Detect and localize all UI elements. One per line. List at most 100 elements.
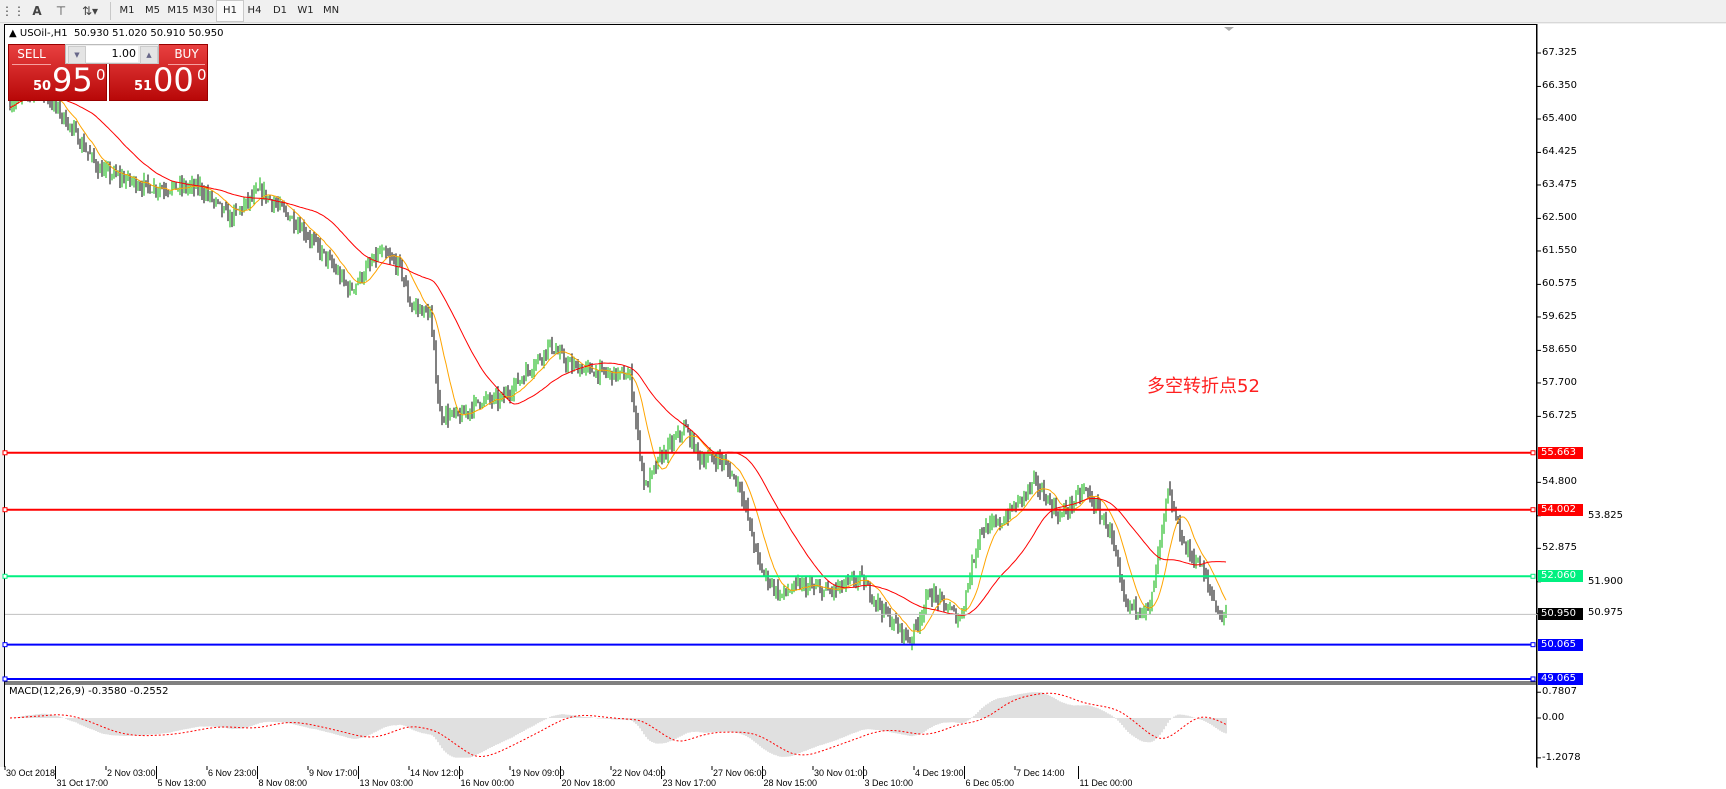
date-axis-label: 6 Dec 05:00: [965, 778, 1015, 788]
macd-title: MACD(12,26,9) -0.3580 -0.2552: [9, 686, 169, 697]
level-price-tag: 54.002: [1538, 503, 1583, 516]
level-handle: [2, 642, 8, 648]
date-axis-label: 30 Nov 01:00: [814, 768, 868, 778]
slow-moving-average: [9, 95, 1227, 616]
ohlc-values: 50.930 51.020 50.910 50.950: [74, 28, 224, 39]
price-axis-label: 63.475: [1542, 178, 1577, 190]
timeframe-m1[interactable]: M1: [119, 5, 135, 16]
price-axis-label: 54.800: [1542, 476, 1577, 488]
time-axis[interactable]: [0, 767, 1537, 789]
current-price-tag: 50.950: [1538, 608, 1583, 621]
sell-label: SELL: [9, 45, 54, 65]
level-handle: [1530, 573, 1536, 579]
timeframe-h4[interactable]: H4: [247, 5, 262, 16]
price-axis-label: 57.700: [1542, 376, 1577, 388]
level-handle: [1530, 507, 1536, 513]
level-price-tag: 50.065: [1538, 638, 1583, 651]
price-axis-label: 60.575: [1542, 278, 1577, 290]
macd-signal-line: [9, 692, 1227, 758]
date-axis-label: 3 Dec 10:00: [864, 778, 914, 788]
fast-moving-average: [9, 91, 1227, 633]
lot-increase-button[interactable]: ▲: [140, 46, 158, 64]
price-axis-label: 67.325: [1542, 47, 1577, 58]
candles: [9, 80, 1227, 651]
date-axis-label: 7 Dec 14:00: [1016, 768, 1065, 778]
price-axis-label: 61.550: [1542, 244, 1577, 256]
price-axis-label: 59.625: [1542, 310, 1577, 322]
price-axis-label: 58.650: [1542, 344, 1577, 356]
timeframe-h1[interactable]: H1: [216, 0, 244, 22]
macd-axis-label: 0.7807: [1542, 686, 1577, 698]
timeframe-d1[interactable]: D1: [272, 5, 288, 16]
sell-price-prefix: 50: [33, 79, 52, 94]
price-axis[interactable]: [1537, 24, 1726, 789]
lot-input[interactable]: 1.00: [86, 46, 138, 62]
arrows-icon[interactable]: ⇅▾: [81, 4, 99, 18]
price-axis-label: 51.900: [1588, 575, 1623, 587]
level-handle: [2, 676, 8, 682]
date-axis-label: 5 Nov 13:00: [157, 778, 207, 788]
text-label-icon[interactable]: ⊤: [55, 4, 67, 18]
level-handle: [1530, 676, 1536, 682]
lot-decrease-button[interactable]: ▼: [68, 46, 86, 64]
price-axis-label: 53.825: [1588, 509, 1623, 521]
date-axis-label: 28 Nov 15:00: [763, 778, 818, 788]
toolbar-separator: [110, 2, 111, 20]
date-axis-label: 11 Dec 00:00: [1079, 778, 1133, 788]
date-axis-label: 13 Nov 03:00: [359, 778, 414, 788]
price-axis-label: 65.400: [1542, 112, 1577, 124]
buy-price-sup: 0: [197, 66, 207, 84]
level-handle: [2, 450, 8, 456]
macd-histogram: [11, 692, 1227, 758]
chart-shift-marker: [1224, 27, 1234, 31]
sell-price-sup: 0: [96, 66, 106, 84]
buy-price-main: 00: [153, 61, 194, 99]
date-axis-label: 27 Nov 06:00: [713, 768, 767, 778]
date-axis-label: 14 Nov 12:00: [410, 768, 464, 778]
date-axis-label: 6 Nov 23:00: [208, 768, 257, 778]
date-axis-label: 31 Oct 17:00: [56, 778, 109, 788]
macd-axis-label: -1.2078: [1542, 751, 1581, 763]
timeframe-m15[interactable]: M15: [167, 5, 189, 16]
sell-price-main: 95: [52, 61, 93, 99]
buy-label: BUY: [165, 45, 208, 65]
date-axis-label: 22 Nov 04:00: [612, 768, 666, 778]
fibonacci-fan-icon[interactable]: ⋮⋮: [1, 4, 25, 18]
timeframe-mn[interactable]: MN: [322, 5, 340, 16]
level-price-tag: 52.060: [1538, 570, 1583, 583]
lot-stepper: ▼ 1.00 ▲: [65, 44, 159, 64]
date-axis-label: 30 Oct 2018: [6, 768, 56, 778]
date-axis-label: 8 Nov 08:00: [258, 778, 308, 788]
level-price-tag: 55.663: [1538, 446, 1583, 459]
date-axis-label: 4 Dec 19:00: [915, 768, 964, 778]
timeframe-w1[interactable]: W1: [297, 5, 314, 16]
sell-button[interactable]: SELL 50 95 0: [8, 44, 107, 101]
toolbar: ⋮⋮ A ⊤ ⇅▾ M1 M5 M15 M30 H1 H4 D1 W1 MN: [0, 0, 1726, 23]
buy-price-prefix: 51: [134, 79, 153, 94]
date-axis-label: 23 Nov 17:00: [662, 778, 717, 788]
macd-axis-label: 0.00: [1542, 712, 1565, 723]
level-handle: [1530, 642, 1536, 648]
annotation-text[interactable]: 多空转折点52: [1147, 376, 1260, 397]
text-icon[interactable]: A: [32, 4, 42, 18]
date-axis-label: 16 Nov 00:00: [460, 778, 515, 788]
chart-title: ▲ USOil-,H1 50.930 51.020 50.910 50.950: [9, 28, 224, 39]
timeframe-m5[interactable]: M5: [145, 5, 160, 16]
price-axis-label: 66.350: [1542, 80, 1577, 92]
price-axis-label: 56.725: [1542, 410, 1577, 422]
symbol-label: USOil-,H1: [19, 28, 68, 39]
price-axis-label: 50.975: [1588, 607, 1623, 619]
price-axis-label: 62.500: [1542, 212, 1577, 224]
date-axis-label: 2 Nov 03:00: [107, 768, 156, 778]
level-handle: [2, 507, 8, 513]
level-handle: [2, 573, 8, 579]
level-price-tag: 49.065: [1538, 672, 1583, 685]
price-axis-label: 64.425: [1542, 146, 1577, 158]
date-axis-label: 19 Nov 09:00: [511, 768, 565, 778]
level-handle: [1530, 450, 1536, 456]
date-axis-label: 20 Nov 18:00: [561, 778, 616, 788]
price-axis-label: 52.875: [1542, 542, 1577, 554]
timeframe-m30[interactable]: M30: [192, 5, 215, 16]
date-axis-label: 9 Nov 17:00: [309, 768, 358, 778]
